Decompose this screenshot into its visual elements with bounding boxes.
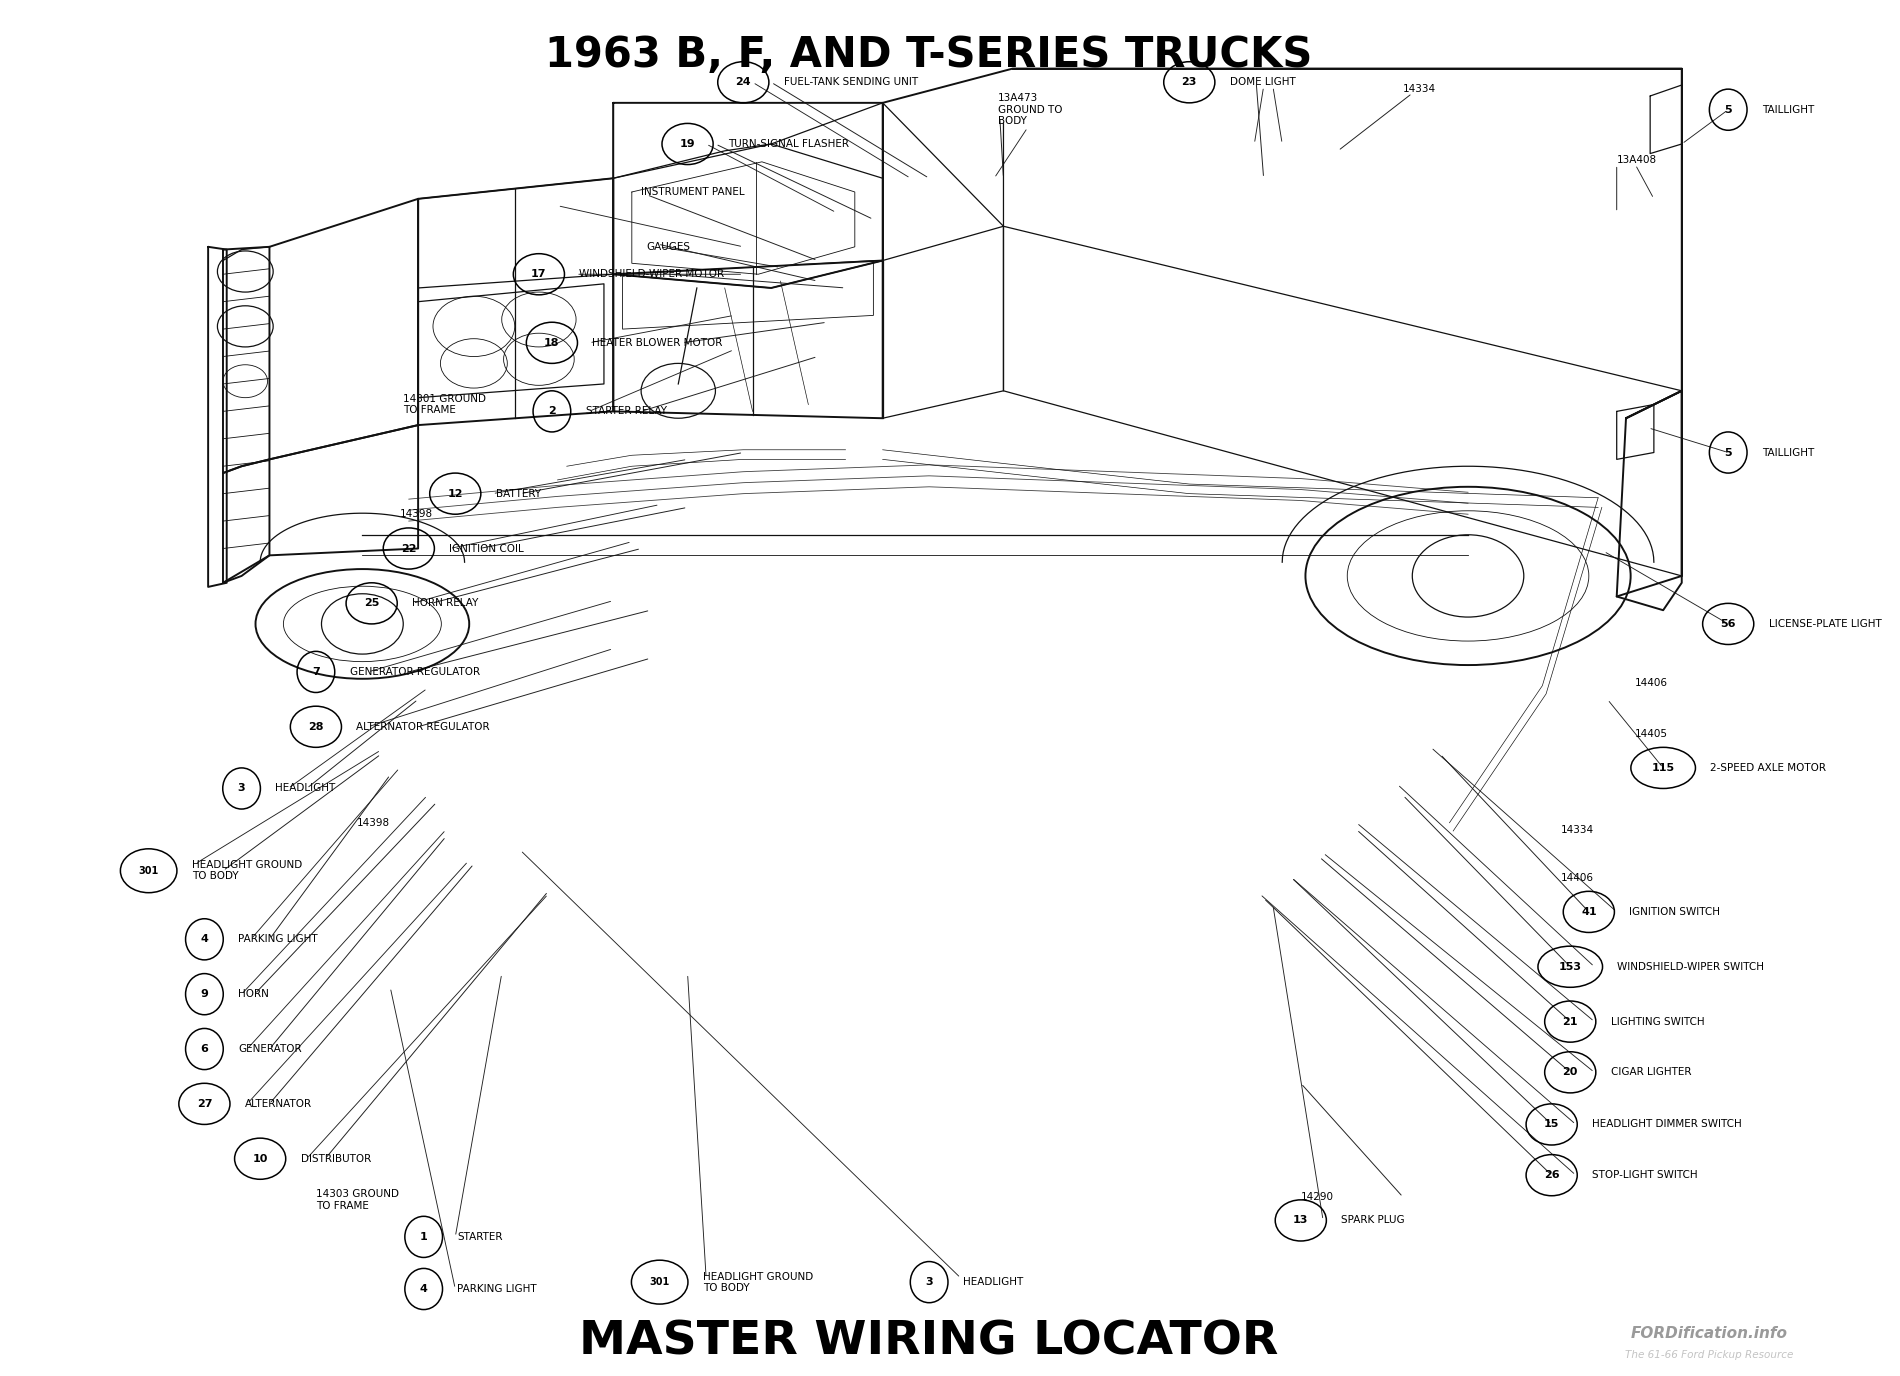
Text: 4: 4 — [201, 934, 209, 944]
Text: 14303 GROUND
TO FRAME: 14303 GROUND TO FRAME — [315, 1189, 399, 1211]
Text: 7: 7 — [312, 667, 319, 677]
Text: FUEL-TANK SENDING UNIT: FUEL-TANK SENDING UNIT — [783, 77, 918, 87]
Text: BATTERY: BATTERY — [496, 488, 542, 498]
Text: WINDSHIELD-WIPER SWITCH: WINDSHIELD-WIPER SWITCH — [1617, 962, 1765, 971]
Text: 2-SPEED AXLE MOTOR: 2-SPEED AXLE MOTOR — [1710, 762, 1826, 773]
Text: MASTER WIRING LOCATOR: MASTER WIRING LOCATOR — [580, 1320, 1279, 1364]
Text: ALTERNATOR: ALTERNATOR — [245, 1099, 312, 1109]
Text: STARTER: STARTER — [458, 1232, 504, 1243]
Text: TURN-SIGNAL FLASHER: TURN-SIGNAL FLASHER — [728, 139, 849, 149]
Text: 14406: 14406 — [1562, 872, 1594, 882]
Text: CIGAR LIGHTER: CIGAR LIGHTER — [1611, 1068, 1691, 1077]
Text: 9: 9 — [201, 989, 209, 999]
Text: 24: 24 — [735, 77, 751, 87]
Text: FORDification.info: FORDification.info — [1630, 1326, 1788, 1342]
Text: 20: 20 — [1562, 1068, 1577, 1077]
Text: 19: 19 — [680, 139, 695, 149]
Text: 301: 301 — [650, 1277, 671, 1287]
Text: 14334: 14334 — [1402, 84, 1436, 94]
Text: 14406: 14406 — [1636, 678, 1668, 688]
Text: 3: 3 — [925, 1277, 933, 1287]
Text: 1963 B, F, AND T-SERIES TRUCKS: 1963 B, F, AND T-SERIES TRUCKS — [545, 34, 1313, 76]
Text: 5: 5 — [1725, 105, 1733, 114]
Text: 13: 13 — [1294, 1215, 1309, 1226]
Text: GENERATOR: GENERATOR — [238, 1044, 302, 1054]
Text: 1: 1 — [420, 1232, 428, 1243]
Text: 6: 6 — [201, 1044, 209, 1054]
Text: 4: 4 — [420, 1284, 428, 1293]
Text: 3: 3 — [238, 783, 245, 794]
Text: 13A408: 13A408 — [1617, 155, 1657, 165]
Text: 2: 2 — [547, 406, 557, 417]
Text: DISTRIBUTOR: DISTRIBUTOR — [300, 1153, 370, 1164]
Text: HEADLIGHT GROUND
TO BODY: HEADLIGHT GROUND TO BODY — [703, 1271, 813, 1292]
Text: 25: 25 — [365, 599, 380, 608]
Text: 28: 28 — [308, 722, 323, 732]
Text: HEADLIGHT: HEADLIGHT — [276, 783, 336, 794]
Text: HEADLIGHT: HEADLIGHT — [963, 1277, 1022, 1287]
Text: IGNITION COIL: IGNITION COIL — [448, 544, 524, 553]
Text: 15: 15 — [1545, 1120, 1560, 1130]
Text: WINDSHIELD-WIPER MOTOR: WINDSHIELD-WIPER MOTOR — [580, 270, 724, 279]
Text: 115: 115 — [1651, 762, 1674, 773]
Text: 27: 27 — [198, 1099, 213, 1109]
Text: IGNITION SWITCH: IGNITION SWITCH — [1630, 907, 1720, 916]
Text: 14334: 14334 — [1562, 824, 1594, 835]
Text: SPARK PLUG: SPARK PLUG — [1341, 1215, 1404, 1226]
Text: STOP-LIGHT SWITCH: STOP-LIGHT SWITCH — [1592, 1170, 1699, 1181]
Text: 23: 23 — [1182, 77, 1197, 87]
Text: LIGHTING SWITCH: LIGHTING SWITCH — [1611, 1017, 1704, 1026]
Text: STARTER RELAY: STARTER RELAY — [585, 406, 667, 417]
Text: HORN RELAY: HORN RELAY — [412, 599, 479, 608]
Text: ALTERNATOR REGULATOR: ALTERNATOR REGULATOR — [357, 722, 490, 732]
Text: HEADLIGHT DIMMER SWITCH: HEADLIGHT DIMMER SWITCH — [1592, 1120, 1742, 1130]
Text: 14398: 14398 — [357, 817, 389, 828]
Text: 14398: 14398 — [399, 509, 433, 519]
Text: HEATER BLOWER MOTOR: HEATER BLOWER MOTOR — [593, 338, 722, 348]
Text: LICENSE-PLATE LIGHT: LICENSE-PLATE LIGHT — [1769, 619, 1881, 629]
Text: DOME LIGHT: DOME LIGHT — [1229, 77, 1296, 87]
Text: TAILLIGHT: TAILLIGHT — [1761, 447, 1814, 457]
Text: PARKING LIGHT: PARKING LIGHT — [238, 934, 317, 944]
Text: 14290: 14290 — [1302, 1192, 1334, 1203]
Text: 56: 56 — [1721, 619, 1737, 629]
Text: 22: 22 — [401, 544, 416, 553]
Text: 14405: 14405 — [1636, 729, 1668, 739]
Text: 10: 10 — [253, 1153, 268, 1164]
Text: 18: 18 — [543, 338, 560, 348]
Text: 301: 301 — [139, 866, 160, 875]
Text: 21: 21 — [1562, 1017, 1579, 1026]
Text: 153: 153 — [1558, 962, 1581, 971]
Text: HEADLIGHT GROUND
TO BODY: HEADLIGHT GROUND TO BODY — [192, 860, 302, 882]
Text: TAILLIGHT: TAILLIGHT — [1761, 105, 1814, 114]
Text: GAUGES: GAUGES — [646, 242, 692, 252]
Text: 17: 17 — [532, 270, 547, 279]
Text: INSTRUMENT PANEL: INSTRUMENT PANEL — [640, 187, 745, 197]
Text: 26: 26 — [1545, 1170, 1560, 1181]
Text: 13A473
GROUND TO
BODY: 13A473 GROUND TO BODY — [998, 94, 1062, 127]
Text: 14301 GROUND
TO FRAME: 14301 GROUND TO FRAME — [403, 394, 486, 416]
Text: 12: 12 — [448, 488, 464, 498]
Text: GENERATOR REGULATOR: GENERATOR REGULATOR — [350, 667, 479, 677]
Text: 41: 41 — [1581, 907, 1596, 916]
Text: 5: 5 — [1725, 447, 1733, 457]
Text: HORN: HORN — [238, 989, 270, 999]
Text: PARKING LIGHT: PARKING LIGHT — [458, 1284, 538, 1293]
Text: The 61-66 Ford Pickup Resource: The 61-66 Ford Pickup Resource — [1624, 1350, 1794, 1361]
